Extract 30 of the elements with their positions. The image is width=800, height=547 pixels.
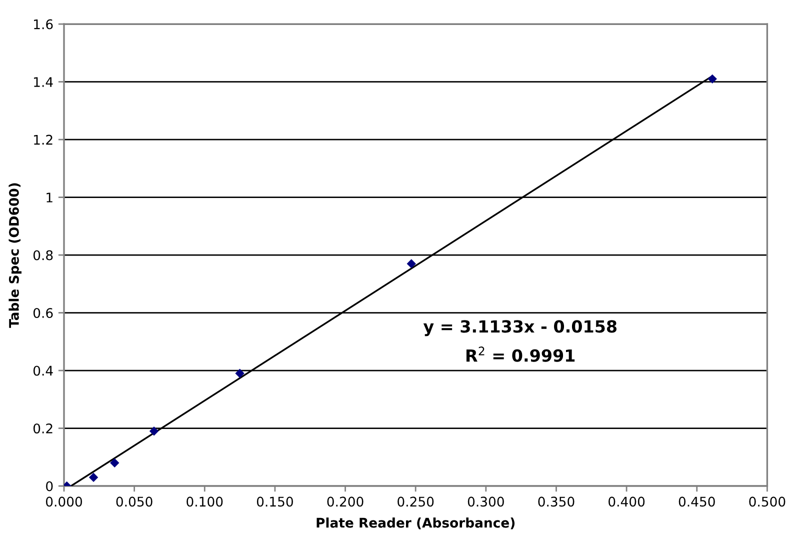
- point: [406, 259, 416, 268]
- point: [149, 426, 159, 436]
- x-tick-label: 0.000: [46, 496, 82, 507]
- y-tick-label: 1: [46, 192, 52, 202]
- point: [110, 458, 120, 468]
- x-tick-label: 0.450: [678, 496, 715, 507]
- y-tick-label: 1.2: [34, 134, 52, 145]
- y-axis-title: Table Spec (OD600): [8, 183, 22, 328]
- annotation: y = 3.1133x - 0.0158: [423, 320, 617, 336]
- y-tick-label: 1.4: [34, 77, 53, 87]
- x-tick-label: 0.300: [468, 496, 504, 507]
- y-tick-label: 0.2: [33, 423, 52, 434]
- y-tick-label: 0.8: [33, 250, 53, 260]
- x-tick-label: 0.050: [116, 496, 152, 507]
- x-tick-label: 0.400: [608, 496, 645, 507]
- point: [235, 368, 244, 378]
- point: [88, 472, 98, 482]
- x-axis-title: Plate Reader (Absorbance): [316, 518, 515, 530]
- x-tick-label: 0.500: [749, 496, 786, 507]
- x-tick-label: 0.200: [327, 496, 364, 507]
- point: [708, 74, 717, 84]
- x-tick-label: 0.100: [186, 496, 223, 507]
- x-tick-label: 0.150: [256, 496, 293, 507]
- y-tick-label: 0.6: [33, 308, 53, 318]
- annotation: R$^{2}$ = 0.9991: [466, 346, 575, 362]
- y-tick-label: 1.6: [34, 19, 53, 30]
- x-tick-label: 0.250: [398, 496, 434, 507]
- x-tick-label: 0.350: [538, 496, 574, 507]
- y-tick-label: 0: [46, 481, 53, 492]
- y-tick-label: 0.4: [33, 366, 53, 376]
